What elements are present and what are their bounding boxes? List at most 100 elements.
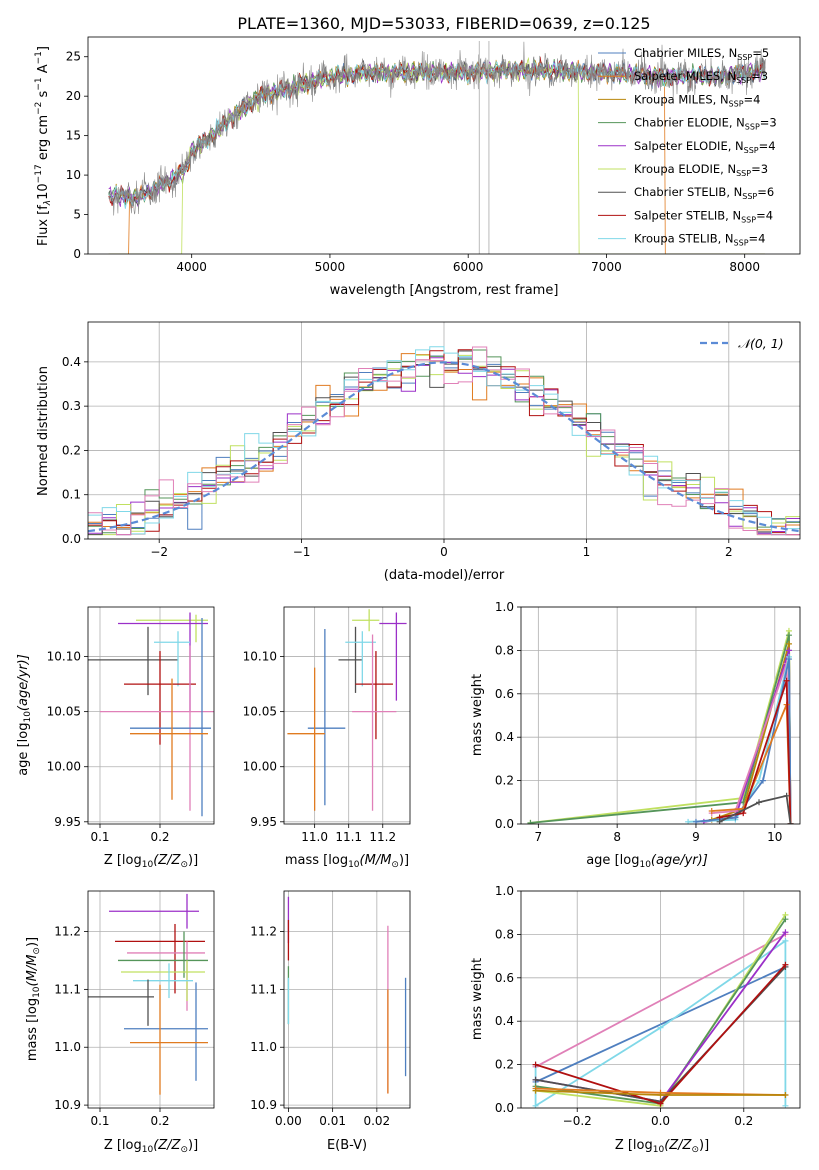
series-marker bbox=[787, 821, 794, 824]
plot-area bbox=[88, 612, 214, 817]
x-tick-label: 0.0 bbox=[651, 1114, 670, 1128]
y-tick-label: 0.4 bbox=[495, 730, 514, 744]
y-tick-label: 25 bbox=[66, 50, 81, 64]
plot-area bbox=[287, 896, 407, 1094]
y-tick-label: 0.8 bbox=[495, 643, 514, 657]
plot-area bbox=[527, 627, 794, 824]
series-marker bbox=[785, 647, 792, 654]
gaussian-curve bbox=[88, 361, 800, 533]
x-tick-label: 4000 bbox=[176, 260, 207, 274]
x-tick-label: 0.2 bbox=[150, 830, 169, 844]
y-tick-label: 0.4 bbox=[495, 1014, 514, 1028]
mass-weight-vs-age-xlabel: age [log10(age/yr)] bbox=[586, 853, 708, 870]
y-tick-label: 0.0 bbox=[495, 817, 514, 831]
y-tick-label: 0.3 bbox=[62, 399, 81, 413]
mass-vs-z-ylabel: mass [log10(M/M⊙)] bbox=[25, 937, 42, 1061]
grid bbox=[88, 891, 214, 1108]
x-tick-label: −0.2 bbox=[563, 1114, 592, 1128]
y-tick-label: 11.2 bbox=[54, 925, 81, 939]
x-tick-label: 1 bbox=[583, 545, 591, 559]
series-line bbox=[535, 933, 786, 1068]
grid bbox=[284, 607, 410, 824]
x-tick-label: 11.1 bbox=[335, 830, 362, 844]
grid bbox=[521, 890, 800, 1109]
x-tick-label: 7 bbox=[535, 830, 543, 844]
series-marker bbox=[785, 632, 792, 639]
mass-vs-ebv-panel: 0.00 0.01 0.02 10.9 11.0 11.1 11.2 bbox=[250, 890, 411, 1128]
y-tick-label: 20 bbox=[66, 89, 81, 103]
mass-weight-vs-age-panel: 7 8 9 10 0.0 0.2 0.4 0.6 0.8 1.0 bbox=[495, 600, 801, 844]
x-tick-label: 0.1 bbox=[90, 1114, 109, 1128]
y-tick-label: 10.9 bbox=[250, 1098, 277, 1112]
legend-entry: Salpeter STELIB, NSSP=4 bbox=[634, 208, 773, 224]
y-tick-label: 11.0 bbox=[54, 1040, 81, 1054]
series-marker bbox=[527, 819, 534, 824]
histogram-series bbox=[88, 346, 800, 536]
y-tick-label: 11.1 bbox=[250, 982, 277, 996]
series-marker bbox=[782, 929, 789, 936]
age-vs-z-xlabel: Z [log10(Z/Z⊙)] bbox=[104, 853, 198, 870]
residuals-ylabel: Normed distribution bbox=[36, 366, 51, 496]
figure-title: PLATE=1360, MJD=53033, FIBERID=0639, z=0… bbox=[237, 14, 650, 33]
x-tick-label: 0.01 bbox=[319, 1114, 346, 1128]
axes-frame bbox=[520, 606, 801, 825]
axes-frame bbox=[87, 890, 215, 1109]
series-marker bbox=[657, 1024, 664, 1031]
x-tick-label: 6000 bbox=[453, 260, 484, 274]
y-tick-label: 11.0 bbox=[250, 1040, 277, 1054]
y-tick-label: 0.2 bbox=[62, 443, 81, 457]
series-marker bbox=[532, 1076, 539, 1083]
data-spectrum-line bbox=[108, 41, 766, 216]
x-tick-label: −2 bbox=[150, 545, 168, 559]
y-tick-label: 10.05 bbox=[47, 705, 81, 719]
y-tick-label: 11.1 bbox=[54, 982, 81, 996]
y-tick-label: 5 bbox=[73, 208, 81, 222]
legend-entry: 𝒩(0, 1) bbox=[738, 336, 784, 351]
x-tick-label: 8000 bbox=[729, 260, 760, 274]
series-marker bbox=[708, 807, 715, 814]
legend-entry: Salpeter MILES, NSSP=3 bbox=[634, 69, 768, 85]
y-tick-label: 1.0 bbox=[495, 600, 514, 614]
axes-frame bbox=[87, 321, 801, 540]
y-tick-label: 0.8 bbox=[495, 927, 514, 941]
model-spectrum-line bbox=[108, 59, 765, 254]
y-tick-label: 0.1 bbox=[62, 488, 81, 502]
y-tick-label: 0.6 bbox=[495, 971, 514, 985]
y-tick-label: 10 bbox=[66, 168, 81, 182]
plot-area bbox=[108, 40, 766, 254]
axes-frame bbox=[520, 890, 801, 1109]
legend-entry: Chabrier MILES, NSSP=5 bbox=[634, 46, 769, 62]
series-marker bbox=[783, 792, 790, 799]
y-tick-label: 10.00 bbox=[243, 760, 277, 774]
series-marker bbox=[783, 677, 790, 684]
mass-vs-z-panel: 0.1 0.2 10.9 11.0 11.1 11.2 bbox=[54, 890, 215, 1128]
y-tick-label: 10.10 bbox=[47, 650, 81, 664]
y-tick-label: 0.0 bbox=[62, 532, 81, 546]
series-marker bbox=[657, 1100, 664, 1107]
plot-area bbox=[88, 893, 208, 1095]
y-tick-label: 9.95 bbox=[250, 815, 277, 829]
age-vs-mass-panel: 11.0 11.1 11.2 9.95 10.00 10.05 10.10 bbox=[243, 606, 411, 844]
series-marker bbox=[782, 937, 789, 944]
series-line bbox=[535, 966, 786, 1083]
axes-frame bbox=[283, 606, 411, 825]
y-tick-label: 15 bbox=[66, 129, 81, 143]
series-marker bbox=[785, 656, 792, 663]
y-tick-label: 10.10 bbox=[243, 650, 277, 664]
x-tick-label: 5000 bbox=[315, 260, 346, 274]
y-tick-label: 0.2 bbox=[495, 1058, 514, 1072]
plot-area bbox=[532, 911, 789, 1108]
series-marker bbox=[782, 916, 789, 923]
x-tick-label: 8 bbox=[613, 830, 621, 844]
mass-vs-z-xlabel: Z [log10(Z/Z⊙)] bbox=[104, 1138, 198, 1155]
x-tick-label: 11.0 bbox=[301, 830, 328, 844]
plot-area bbox=[287, 609, 407, 811]
x-tick-label: 0.2 bbox=[734, 1114, 753, 1128]
series-marker bbox=[532, 1061, 539, 1068]
series-line bbox=[719, 794, 792, 824]
legend-entry: Kroupa STELIB, NSSP=4 bbox=[634, 232, 765, 248]
y-tick-label: 1.0 bbox=[495, 884, 514, 898]
model-spectrum-line bbox=[108, 56, 765, 254]
mass-weight-vs-age-ylabel: mass weight bbox=[470, 674, 485, 756]
y-tick-label: 10.05 bbox=[243, 705, 277, 719]
